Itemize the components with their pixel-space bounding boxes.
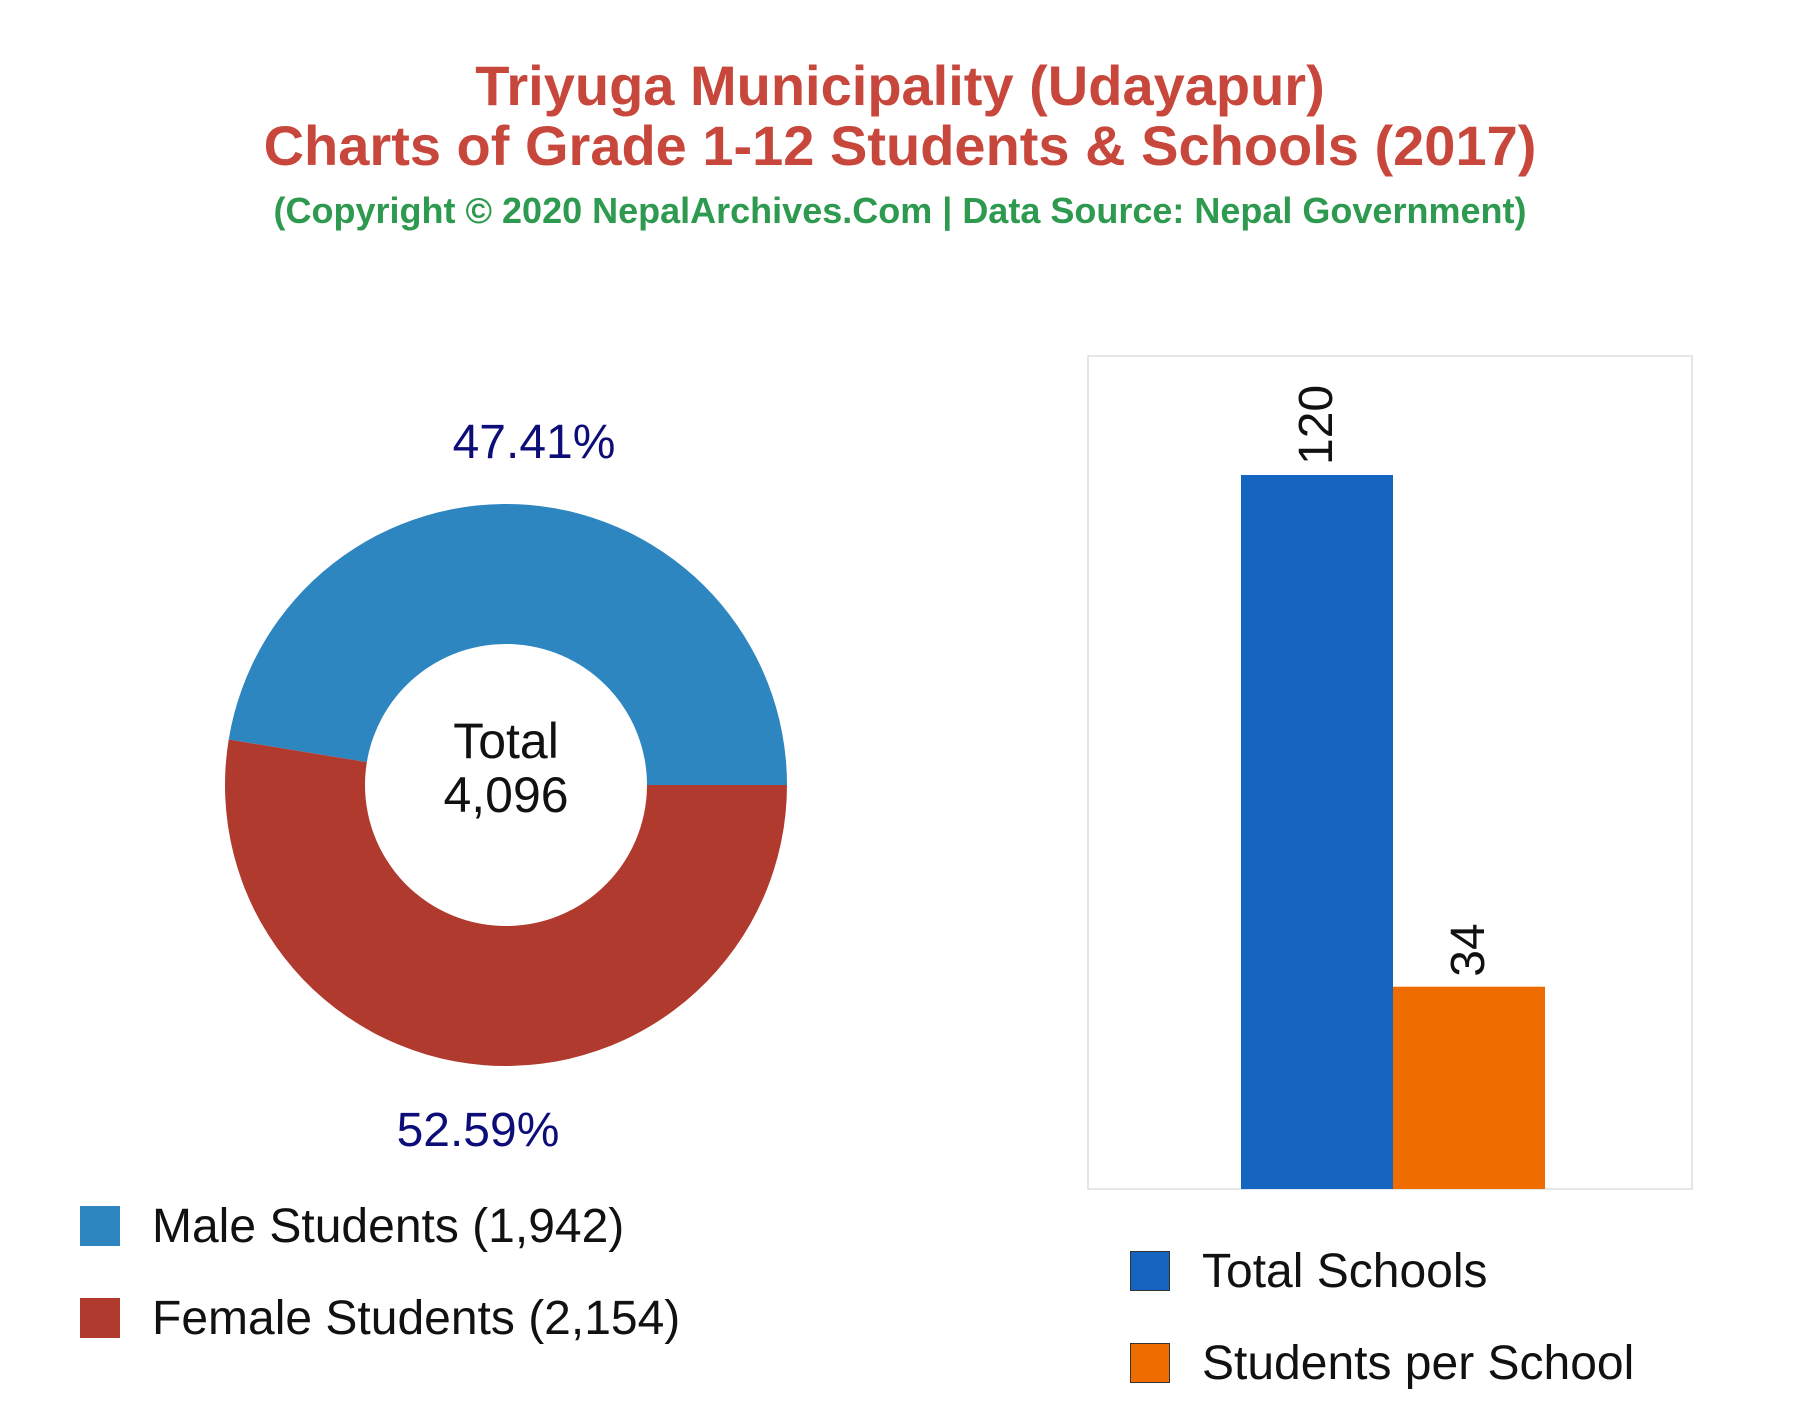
legend-label-total-schools: Total Schools: [1202, 1244, 1488, 1298]
legend-item-female: Female Students (2,154): [80, 1282, 680, 1354]
legend-item-total-schools: Total Schools: [1130, 1235, 1634, 1307]
chart-title-line2: Charts of Grade 1-12 Students & Schools …: [263, 114, 1537, 177]
bar-chart: 120 34: [1087, 355, 1693, 1190]
legend-swatch-male: [80, 1206, 120, 1246]
legend-swatch-female: [80, 1298, 120, 1338]
legend-label-students-per-school: Students per School: [1202, 1336, 1635, 1390]
donut-center-value: 4,096: [443, 767, 568, 823]
bar-value-label-total-schools: 120: [1290, 385, 1343, 465]
bar-value-label-students-per-school: 34: [1442, 923, 1495, 976]
chart-subtitle: (Copyright © 2020 NepalArchives.Com | Da…: [273, 190, 1527, 231]
donut-percent-label-male: 47.41%: [453, 416, 616, 469]
donut-percent-label-female: 52.59%: [397, 1104, 560, 1157]
donut-slice-male: [228, 504, 788, 785]
chart-title-line1: Triyuga Municipality (Udayapur): [475, 54, 1325, 117]
bar-legend: Total Schools Students per School: [1130, 1235, 1634, 1419]
bar-total-schools: [1241, 475, 1393, 1189]
legend-swatch-total-schools: [1130, 1251, 1170, 1291]
legend-label-male: Male Students (1,942): [152, 1199, 625, 1253]
donut-slice-female: [224, 739, 787, 1067]
legend-swatch-students-per-school: [1130, 1343, 1170, 1383]
bar-students-per-school: [1393, 986, 1545, 1189]
pie-legend: Male Students (1,942) Female Students (2…: [80, 1190, 680, 1374]
legend-item-students-per-school: Students per School: [1130, 1327, 1634, 1399]
legend-item-male: Male Students (1,942): [80, 1190, 680, 1262]
donut-center-label: Total: [453, 713, 559, 769]
legend-label-female: Female Students (2,154): [152, 1291, 681, 1345]
